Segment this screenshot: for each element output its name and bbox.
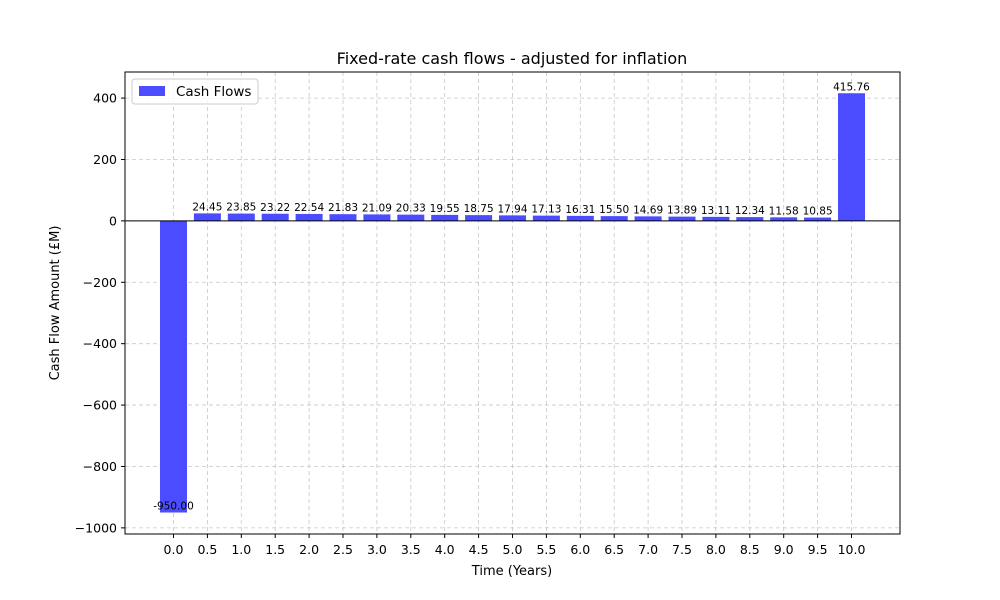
y-axis-label: Cash Flow Amount (£M) (48, 226, 63, 381)
grid-layer (125, 72, 900, 534)
y-tick-label: 0 (109, 213, 117, 228)
y-tick-label: −200 (83, 275, 117, 290)
x-tick-label-10.0: 10.0 (838, 542, 866, 557)
y-tick-label: −1000 (75, 520, 117, 535)
data-label-0.0: -950.00 (153, 501, 194, 513)
x-tick-label-2.5: 2.5 (333, 542, 353, 557)
x-tick-label-3.0: 3.0 (367, 542, 387, 557)
legend-swatch (139, 86, 165, 96)
data-label-3.5: 20.33 (396, 203, 426, 215)
chart-title: Fixed-rate cash flows - adjusted for inf… (337, 49, 688, 68)
legend-label: Cash Flows (176, 84, 251, 100)
bar-1.5 (261, 213, 289, 221)
bar-4.0 (431, 214, 459, 221)
data-label-7.5: 13.89 (667, 205, 697, 217)
data-label-8.5: 12.34 (735, 205, 765, 217)
x-tick-label-5.5: 5.5 (536, 542, 556, 557)
bar-1.0 (227, 213, 255, 221)
legend: Cash Flows (131, 78, 259, 105)
data-label-10.0: 415.76 (833, 81, 870, 93)
x-tick-label-7.0: 7.0 (638, 542, 658, 557)
data-label-1.5: 23.22 (260, 202, 290, 214)
data-label-6.0: 16.31 (565, 204, 595, 216)
y-tick-label: −600 (83, 398, 117, 413)
bar-6.5 (600, 216, 628, 221)
bar-2.5 (329, 214, 357, 221)
bar-9.0 (770, 217, 798, 221)
x-tick-label-0.5: 0.5 (197, 542, 217, 557)
x-axis-label: Time (Years) (471, 564, 552, 579)
bar-3.5 (397, 214, 425, 221)
x-tick-label-1.0: 1.0 (231, 542, 251, 557)
x-tick-label-7.5: 7.5 (672, 542, 692, 557)
legend-box (131, 78, 259, 105)
x-tick-label-2.0: 2.0 (299, 542, 319, 557)
bar-7.5 (668, 216, 696, 221)
bar-0.5 (193, 213, 221, 221)
y-tick-label: 200 (93, 152, 117, 167)
data-label-4.5: 18.75 (464, 203, 494, 215)
data-label-5.5: 17.13 (531, 204, 561, 216)
bar-8.0 (702, 216, 730, 221)
bar-0.0 (160, 220, 187, 513)
bar-4.5 (465, 215, 493, 221)
data-label-5.0: 17.94 (497, 203, 527, 215)
bar-5.5 (532, 215, 560, 221)
x-tick-label-6.0: 6.0 (570, 542, 590, 557)
bar-2.0 (295, 213, 323, 221)
data-label-1.0: 23.85 (226, 202, 256, 214)
data-label-0.5: 24.45 (192, 201, 222, 213)
x-tick-label-4.5: 4.5 (469, 542, 489, 557)
x-tick-label-6.5: 6.5 (604, 542, 624, 557)
y-axis-ticks: 400 200 0 −200 −400 −600 −800 −1000 (75, 91, 125, 535)
bar-5.0 (499, 215, 526, 221)
x-tick-label-8.0: 8.0 (706, 542, 726, 557)
data-label-6.5: 15.50 (599, 204, 629, 216)
x-tick-label-1.5: 1.5 (265, 542, 285, 557)
data-label-8.0: 13.11 (701, 205, 731, 217)
x-tick-label-9.0: 9.0 (774, 542, 794, 557)
data-label-3.0: 21.09 (362, 202, 392, 214)
data-label-4.0: 19.55 (430, 203, 460, 215)
y-tick-label: −400 (83, 336, 117, 351)
data-label-9.0: 11.58 (769, 205, 799, 217)
bar-6.0 (566, 215, 594, 221)
x-axis-ticks: 0.0 0.5 1.0 1.5 2.0 2.5 3.0 3.5 4.0 4.5 5.0 5.5 6.0 6… (164, 534, 866, 557)
bar-3.0 (363, 214, 391, 221)
data-label-7.0: 14.69 (633, 204, 663, 216)
bar-9.5 (804, 217, 832, 221)
data-label-2.0: 22.54 (294, 202, 324, 214)
x-tick-label-4.0: 4.0 (435, 542, 455, 557)
data-label-9.5: 10.85 (803, 206, 833, 218)
x-tick-label-9.5: 9.5 (808, 542, 828, 557)
data-label-2.5: 21.83 (328, 202, 358, 214)
data-labels-layer: -950.00 24.45 23.85 23.22 22.54 21.83 21.09 20.… (153, 81, 870, 512)
x-tick-label-0.0: 0.0 (164, 542, 184, 557)
bar-10.0 (838, 93, 865, 221)
bar-8.5 (736, 217, 764, 221)
bar-7.0 (634, 216, 662, 221)
x-tick-label-3.5: 3.5 (401, 542, 421, 557)
y-tick-label: 400 (93, 91, 117, 106)
x-tick-label-5.0: 5.0 (503, 542, 523, 557)
x-tick-label-8.5: 8.5 (740, 542, 760, 557)
y-tick-label: −800 (83, 459, 117, 474)
bars-layer (160, 93, 865, 513)
